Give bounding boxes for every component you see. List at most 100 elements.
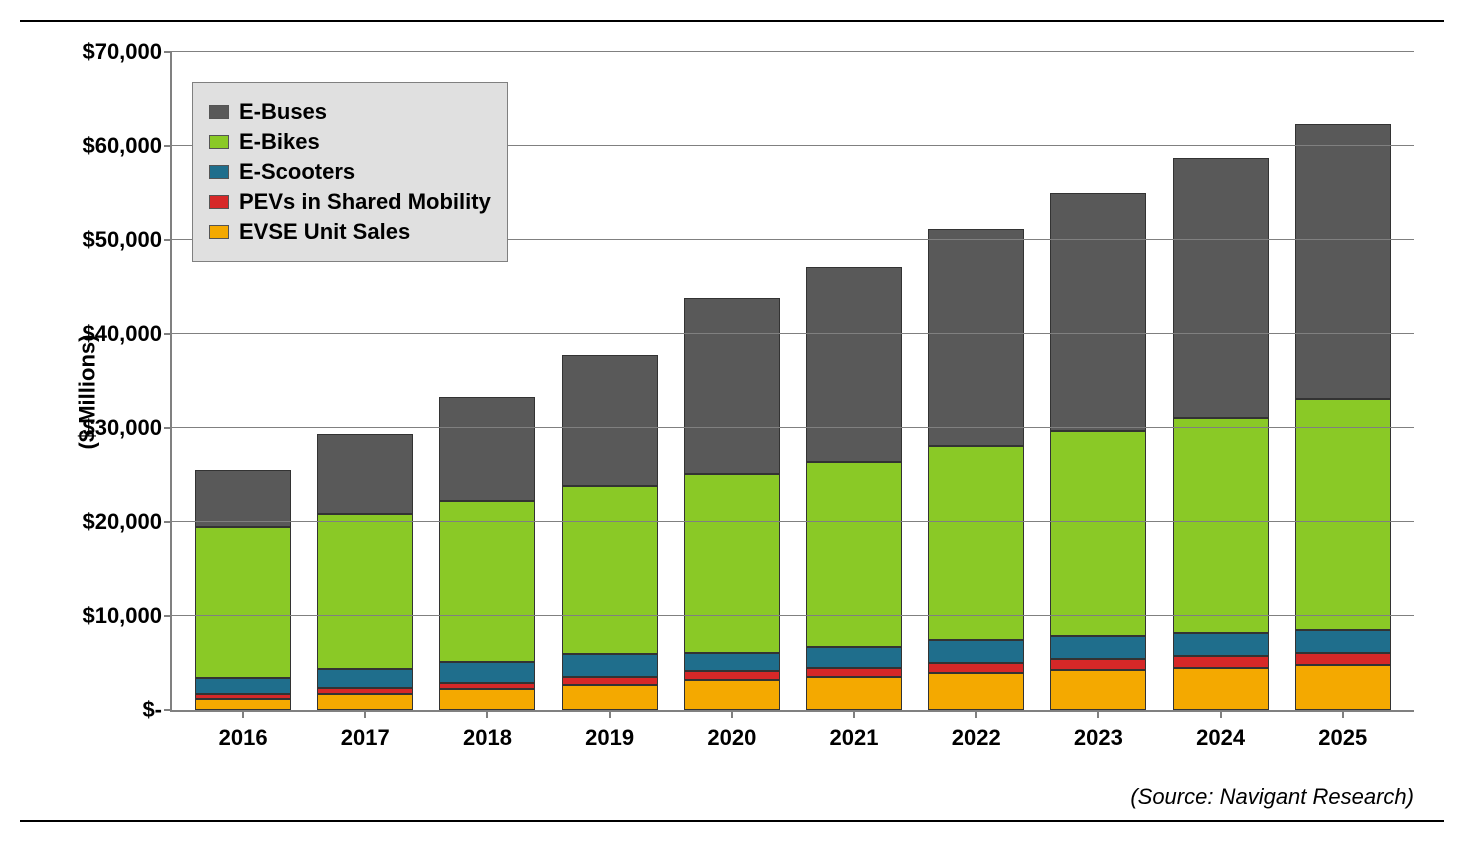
bar-segment (1295, 653, 1391, 665)
x-tick-mark (1220, 710, 1222, 718)
bar-segment (195, 699, 291, 710)
y-tick-label: $50,000 (82, 227, 172, 253)
x-tick-label: 2020 (707, 725, 756, 751)
y-tick-label: $20,000 (82, 509, 172, 535)
legend-swatch (209, 195, 229, 209)
bar-segment (806, 668, 902, 677)
legend-item: PEVs in Shared Mobility (209, 189, 491, 215)
x-tick-mark (975, 710, 977, 718)
bar-group: 2022 (928, 229, 1024, 710)
x-tick-label: 2016 (219, 725, 268, 751)
bar-segment (317, 694, 413, 710)
x-tick-label: 2024 (1196, 725, 1245, 751)
bar-group: 2020 (684, 298, 780, 710)
bar-segment (562, 685, 658, 710)
y-tick-label: $70,000 (82, 39, 172, 65)
gridline (172, 427, 1414, 428)
chart-inner: ($ Millions) E-BusesE-BikesE-ScootersPEV… (20, 32, 1444, 752)
bar-segment (1173, 656, 1269, 667)
bar-segment (317, 434, 413, 514)
bar-segment (1173, 633, 1269, 657)
bar-segment (928, 663, 1024, 673)
legend-swatch (209, 165, 229, 179)
x-tick-mark (731, 710, 733, 718)
bar-segment (439, 662, 535, 683)
bar-group: 2023 (1050, 193, 1146, 710)
x-tick-mark (486, 710, 488, 718)
bar-segment (562, 677, 658, 685)
x-tick-mark (364, 710, 366, 718)
bar-segment (1295, 124, 1391, 399)
bar-segment (195, 470, 291, 528)
bar-segment (684, 680, 780, 710)
bar-segment (1050, 670, 1146, 710)
legend-label: E-Bikes (239, 129, 320, 155)
bar-segment (1295, 630, 1391, 653)
x-tick-label: 2019 (585, 725, 634, 751)
x-tick-mark (609, 710, 611, 718)
x-tick-label: 2023 (1074, 725, 1123, 751)
bar-segment (806, 462, 902, 647)
bar-group: 2025 (1295, 124, 1391, 710)
y-tick-label: $- (142, 697, 172, 723)
legend-item: EVSE Unit Sales (209, 219, 491, 245)
gridline (172, 51, 1414, 52)
bar-segment (562, 486, 658, 655)
bar-segment (1050, 431, 1146, 637)
bar-segment (684, 298, 780, 474)
legend-label: EVSE Unit Sales (239, 219, 410, 245)
bar-group: 2019 (562, 355, 658, 710)
bar-segment (562, 355, 658, 486)
bar-segment (1295, 665, 1391, 710)
legend-swatch (209, 135, 229, 149)
legend-swatch (209, 225, 229, 239)
bar-segment (1050, 636, 1146, 659)
bar-segment (439, 397, 535, 501)
bar-segment (439, 683, 535, 690)
bar-group: 2016 (195, 470, 291, 710)
bar-segment (195, 678, 291, 694)
bar-segment (1173, 418, 1269, 633)
x-tick-label: 2021 (830, 725, 879, 751)
bar-segment (928, 446, 1024, 640)
x-tick-label: 2022 (952, 725, 1001, 751)
bar-segment (562, 654, 658, 677)
bar-segment (684, 671, 780, 679)
y-tick-label: $30,000 (82, 415, 172, 441)
legend-label: E-Scooters (239, 159, 355, 185)
bar-segment (1173, 158, 1269, 418)
legend-item: E-Bikes (209, 129, 491, 155)
y-tick-label: $40,000 (82, 321, 172, 347)
plot-area: E-Buses E-Bikes E-Scooters PEVs in Shared M… (170, 52, 1414, 712)
x-tick-label: 2025 (1318, 725, 1367, 751)
bar-group: 2024 (1173, 158, 1269, 710)
bar-segment (439, 689, 535, 710)
x-tick-mark (1342, 710, 1344, 718)
x-tick-label: 2018 (463, 725, 512, 751)
bar-segment (439, 501, 535, 662)
bar-segment (806, 267, 902, 462)
y-tick-label: $10,000 (82, 603, 172, 629)
gridline (172, 333, 1414, 334)
source-note: (Source: Navigant Research) (1130, 784, 1414, 810)
bar-segment (1050, 659, 1146, 670)
legend-label: PEVs in Shared Mobility (239, 189, 491, 215)
bar-segment (195, 527, 291, 678)
legend-swatch (209, 105, 229, 119)
bar-segment (1295, 399, 1391, 630)
bar-segment (684, 474, 780, 652)
bar-segment (928, 673, 1024, 710)
legend-item: E-Buses (209, 99, 491, 125)
bar-group: 2018 (439, 397, 535, 710)
bar-segment (317, 514, 413, 670)
x-tick-mark (1097, 710, 1099, 718)
legend-label: E-Buses (239, 99, 327, 125)
y-tick-label: $60,000 (82, 133, 172, 159)
legend-item: E-Scooters (209, 159, 491, 185)
chart-container: ($ Millions) E-BusesE-BikesE-ScootersPEV… (20, 20, 1444, 822)
bar-segment (684, 653, 780, 672)
x-tick-mark (242, 710, 244, 718)
bar-segment (928, 640, 1024, 663)
bar-segment (1173, 668, 1269, 710)
legend: E-Buses E-Bikes E-Scooters PEVs in Shared M… (192, 82, 508, 262)
